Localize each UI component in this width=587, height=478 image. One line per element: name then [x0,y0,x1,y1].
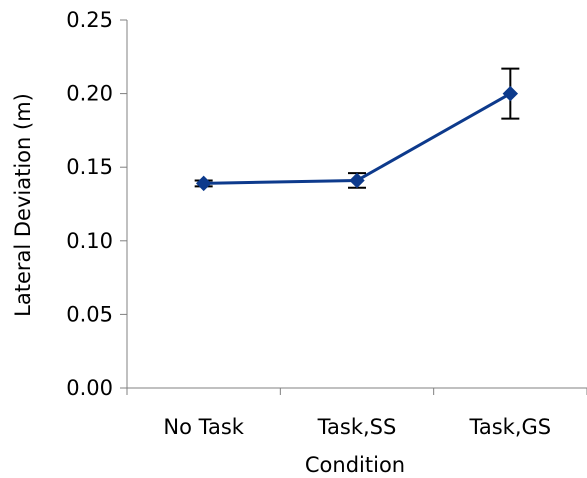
axes [120,20,587,395]
data-point [195,175,212,192]
data-point [349,172,365,189]
x-tick-label: Task,SS [317,415,397,439]
x-ticks: No Task Task,SS Task,GS [126,388,587,439]
x-tick-label: No Task [163,415,244,439]
data-point [502,85,519,102]
y-tick-label: 0.15 [66,155,113,179]
y-tick-label: 0.10 [66,229,113,253]
series-group [194,67,520,192]
y-tick-label: 0.05 [66,302,113,326]
series-line [203,92,512,185]
y-ticks: 0.00 0.05 0.10 0.15 0.20 0.25 [66,8,127,400]
y-tick-label: 0.00 [66,376,113,400]
x-tick-label: Task,GS [469,415,552,439]
x-axis-title: Condition [305,453,405,477]
y-tick-label: 0.25 [66,8,113,32]
y-tick-label: 0.20 [66,82,113,106]
y-axis-title: Lateral Deviation (m) [11,93,35,317]
